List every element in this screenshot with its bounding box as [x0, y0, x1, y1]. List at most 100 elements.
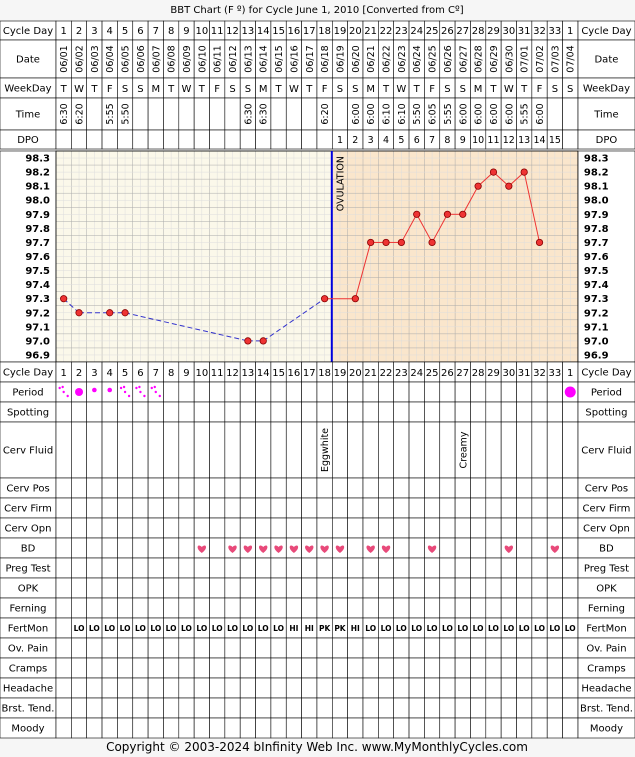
cycle-day-number: 15 — [272, 26, 285, 37]
cramps-row-cell — [224, 657, 241, 679]
y-tick-label-right: 98.2 — [584, 168, 609, 179]
cerv-fluid-row-cell — [485, 421, 502, 479]
headache-row-cell — [239, 677, 256, 699]
spotting-row-cell — [101, 401, 118, 423]
fertility-monitor-reading: HI — [351, 624, 360, 633]
cerv-opn-row-cell — [209, 517, 226, 539]
cycle-day-number: 17 — [303, 368, 316, 379]
fertility-monitor-reading: PK — [319, 624, 331, 633]
spotting-row-cell — [239, 401, 256, 423]
cycle-day-number: 27 — [456, 26, 469, 37]
ov-pain-row-cell — [147, 637, 164, 659]
period-row-cell — [178, 381, 195, 403]
fertility-monitor-reading: LO — [488, 624, 499, 633]
date-label: 06/20 — [351, 45, 362, 72]
preg-test-row-cell — [55, 557, 72, 579]
cycle-day-number: 29 — [487, 368, 500, 379]
time-label: 6:20 — [75, 103, 86, 124]
weekday-label: S — [245, 84, 251, 95]
preg-test-row-cell — [178, 557, 195, 579]
ferning-row-cell — [470, 597, 487, 619]
cerv-opn-row-cell — [224, 517, 241, 539]
cerv-pos-row-cell — [193, 477, 210, 499]
preg-test-row-cell — [470, 557, 487, 579]
cramps-row-cell — [193, 657, 210, 679]
time-label: 6:10 — [382, 103, 393, 124]
period-row-cell — [209, 381, 226, 403]
cramps-row-cell — [470, 657, 487, 679]
cycle-day-number: 33 — [549, 26, 562, 37]
cycle-day-number: 7 — [153, 368, 159, 379]
weekday-label: S — [137, 84, 143, 95]
cramps-row-cell — [408, 657, 425, 679]
time-label: 5:50 — [121, 103, 132, 124]
headache-row-cell — [178, 677, 195, 699]
headache-row-label-right: Headache — [581, 684, 631, 695]
ov-pain-row-cell — [516, 637, 533, 659]
ferning-row-cell — [454, 597, 471, 619]
preg-test-row-cell — [86, 557, 103, 579]
time-row-label-cell — [0, 97, 57, 131]
temp-axis-left — [0, 150, 57, 363]
bd-heart-icon — [320, 545, 329, 553]
time-row-cell — [546, 97, 563, 131]
fertility-monitor-reading: LO — [365, 624, 376, 633]
weekday-label: M — [366, 84, 375, 95]
ferning-row-cell — [270, 597, 287, 619]
period-row-cell — [316, 381, 333, 403]
weekday-label: M — [474, 84, 483, 95]
cramps-row-cell — [347, 657, 364, 679]
weekday-label: S — [337, 84, 343, 95]
brst-tend-row-label-right: Brst. Tend. — [580, 704, 633, 715]
date-label: 06/09 — [182, 45, 193, 72]
spotting-row-cell — [424, 401, 441, 423]
spotting-row-cell — [331, 401, 348, 423]
date-label: 06/23 — [397, 45, 408, 72]
moody-row-cell — [147, 717, 164, 739]
cycle-day-number: 11 — [211, 26, 224, 37]
opk-row-cell — [178, 577, 195, 599]
cycle-day-number: 17 — [303, 26, 316, 37]
time-row-label: Time — [15, 110, 40, 121]
opk-row-cell — [378, 577, 395, 599]
time-label: 5:55 — [520, 103, 531, 124]
ov-pain-row-cell — [209, 637, 226, 659]
cerv-opn-row-cell — [132, 517, 149, 539]
y-tick-label: 97.0 — [25, 336, 50, 347]
cerv-opn-row-cell — [516, 517, 533, 539]
date-label: 06/24 — [412, 45, 423, 72]
cerv-fluid-row-cell — [147, 421, 164, 479]
cerv-firm-row-cell — [239, 497, 256, 519]
time-row-label-right: Time — [593, 110, 618, 121]
cycle-day-number: 18 — [318, 368, 331, 379]
opk-row-cell — [239, 577, 256, 599]
ov-pain-row-cell — [270, 637, 287, 659]
chart-title: BBT Chart (F º) for Cycle June 1, 2010 [… — [170, 5, 463, 16]
fertility-monitor-reading: LO — [503, 624, 514, 633]
period-row-label-right: Period — [591, 388, 622, 399]
spotting-row-cell — [531, 401, 548, 423]
moody-row-cell — [71, 717, 87, 739]
cerv-pos-row-cell — [71, 477, 87, 499]
ov-pain-row-cell — [101, 637, 118, 659]
date-row-label-right: Date — [594, 55, 618, 66]
cycle-day-number: 13 — [242, 26, 255, 37]
cycle-day-number: 24 — [410, 368, 423, 379]
weekday-label: F — [537, 84, 543, 95]
dpo-number: 1 — [337, 135, 343, 146]
period-spotting-mark — [139, 390, 142, 394]
cerv-fluid-row-cell — [224, 421, 241, 479]
dpo-row-cell — [285, 129, 302, 150]
moody-row-cell — [531, 717, 548, 739]
fertility-monitor-reading: PK — [334, 624, 346, 633]
dpo-row-cell — [86, 129, 103, 150]
ov-pain-row-cell — [562, 637, 579, 659]
brst-tend-row-cell — [301, 697, 318, 719]
y-tick-label: 97.9 — [25, 210, 50, 221]
spotting-row-cell — [393, 401, 410, 423]
ferning-row-cell — [117, 597, 134, 619]
cramps-row-cell — [439, 657, 456, 679]
ov-pain-row-cell — [408, 637, 425, 659]
cycle-day-number: 22 — [380, 368, 393, 379]
cerv-pos-row-cell — [347, 477, 364, 499]
